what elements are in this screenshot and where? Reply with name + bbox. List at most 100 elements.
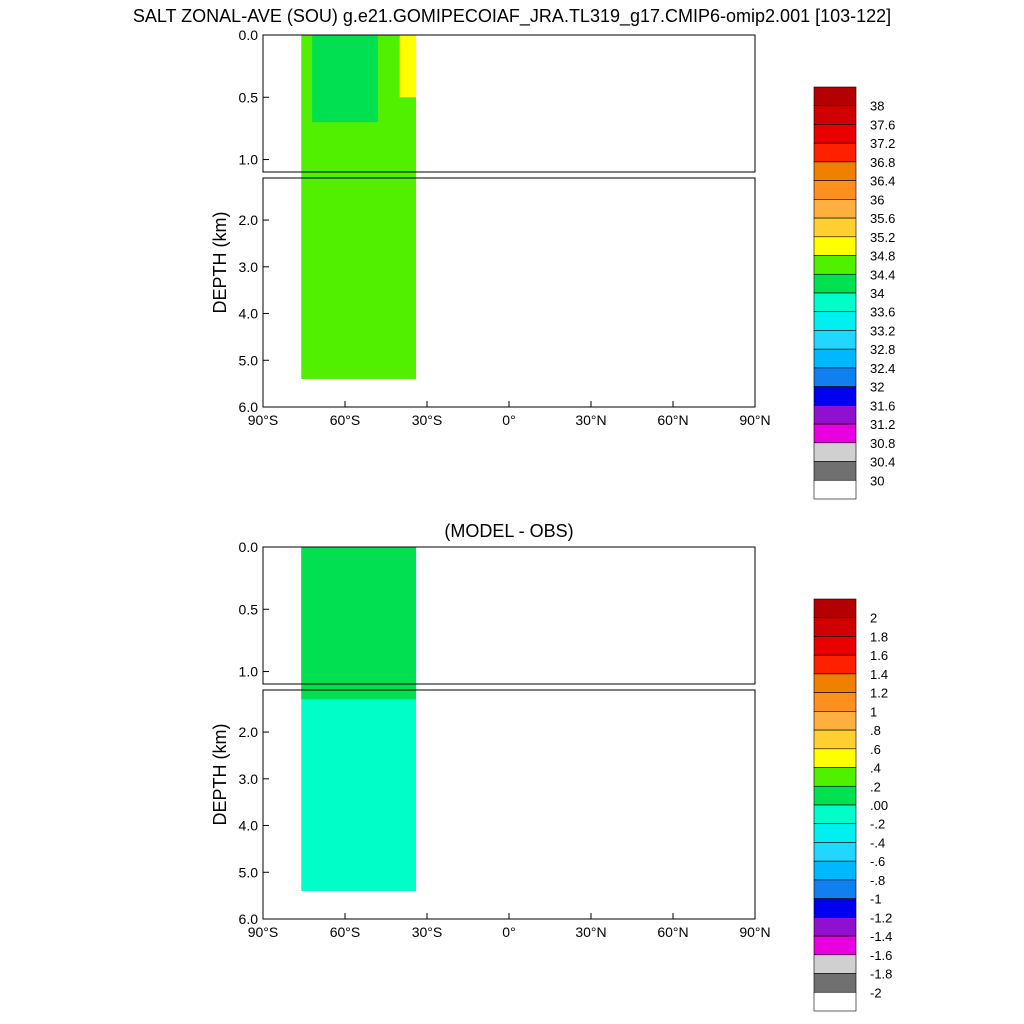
colorbar-label: 37.2 xyxy=(870,136,895,151)
colorbar-swatch xyxy=(813,729,857,750)
colorbar-label: 31.6 xyxy=(870,398,895,413)
colorbar-swatch xyxy=(813,785,857,806)
y-tick-label: 0.0 xyxy=(239,27,259,43)
x-tick-label: 90°S xyxy=(248,924,279,940)
colorbar-swatch xyxy=(813,804,857,825)
x-tick-label: 60°N xyxy=(657,412,688,428)
colorbar-swatch xyxy=(813,692,857,712)
field-0-2-upper xyxy=(399,35,417,98)
colorbar-label: 2 xyxy=(870,611,877,626)
y-tick-label: 0.5 xyxy=(239,89,259,105)
colorbar-swatch xyxy=(813,879,857,899)
colorbar-swatch xyxy=(813,673,857,693)
colorbar-swatch xyxy=(813,823,857,843)
colorbar-swatch xyxy=(813,386,857,406)
y-tick-label: 2.0 xyxy=(239,212,259,228)
colorbar-swatch xyxy=(813,917,857,937)
colorbar-label: 1 xyxy=(870,704,877,719)
colorbar-swatch xyxy=(813,954,857,974)
colorbar-swatch xyxy=(813,654,857,675)
y-tick-label: 3.0 xyxy=(239,259,259,275)
colorbar-label: 33.2 xyxy=(870,323,895,338)
colorbar-label: 33.6 xyxy=(870,305,895,320)
colorbar-label: -.6 xyxy=(870,854,885,869)
panel0-upper-frame xyxy=(262,34,756,173)
y-tick-label: 0.5 xyxy=(239,601,259,617)
colorbar-label: 34 xyxy=(870,286,884,301)
colorbar-label: 30.4 xyxy=(870,455,895,470)
colorbar-label: 31.2 xyxy=(870,417,895,432)
x-tick-label: 0° xyxy=(502,924,515,940)
y-tick-label: 1.0 xyxy=(239,664,259,680)
field-1-1-upper xyxy=(301,547,417,684)
field-0-1-upper xyxy=(312,35,378,123)
panel2-title: (MODEL - OBS) xyxy=(444,521,574,541)
colorbar-swatch xyxy=(813,842,857,862)
colorbar-label: -.4 xyxy=(870,835,885,850)
x-tick-label: 90°N xyxy=(739,412,770,428)
colorbar-label: 30.8 xyxy=(870,436,895,451)
colorbar-swatch xyxy=(813,598,857,619)
colorbar-swatch xyxy=(813,86,857,107)
y-tick-label: 4.0 xyxy=(239,306,259,322)
colorbar-label: 36.8 xyxy=(870,155,895,170)
x-tick-label: 90°N xyxy=(739,924,770,940)
x-tick-label: 30°S xyxy=(412,924,443,940)
colorbar-label: 36 xyxy=(870,192,884,207)
x-tick-label: 90°S xyxy=(248,412,279,428)
colorbar-label: 38 xyxy=(870,99,884,114)
colorbar-swatch xyxy=(813,442,857,462)
colorbar-label: -.8 xyxy=(870,873,885,888)
colorbar-swatch xyxy=(813,973,857,993)
colorbar-swatch xyxy=(813,311,857,331)
page-title: SALT ZONAL-AVE (SOU) g.e21.GOMIPECOIAF_J… xyxy=(132,6,892,26)
y-tick-label: 4.0 xyxy=(239,818,259,834)
colorbar-swatch xyxy=(813,105,857,125)
colorbar-label: .00 xyxy=(870,798,888,813)
colorbar-label: 34.8 xyxy=(870,249,895,264)
x-tick-label: 60°N xyxy=(657,924,688,940)
colorbar-label: .2 xyxy=(870,779,881,794)
colorbar-swatch xyxy=(813,161,857,181)
colorbar-swatch xyxy=(813,767,857,787)
colorbar-label: 30 xyxy=(870,473,884,488)
colorbar-label: 1.2 xyxy=(870,686,888,701)
colorbar-swatch xyxy=(813,217,857,238)
colorbar-swatch xyxy=(813,991,857,1012)
colorbar-swatch xyxy=(813,479,857,500)
colorbar-label: 32.8 xyxy=(870,342,895,357)
colorbar-label: 36.4 xyxy=(870,174,895,189)
y-tick-label: 2.0 xyxy=(239,724,259,740)
field-1-0-lower xyxy=(301,684,417,891)
colorbar-label: 35.2 xyxy=(870,230,895,245)
x-tick-label: 30°S xyxy=(412,412,443,428)
colorbar-label: 35.6 xyxy=(870,211,895,226)
colorbar-swatch xyxy=(813,292,857,313)
colorbar-swatch xyxy=(813,636,857,656)
field-0-0-lower xyxy=(301,172,417,379)
colorbar-swatch xyxy=(813,898,857,918)
colorbar-label: 1.6 xyxy=(870,648,888,663)
colorbar-swatch xyxy=(813,199,857,219)
colorbar-swatch xyxy=(813,405,857,425)
colorbar-label: 1.4 xyxy=(870,667,888,682)
colorbar-swatch xyxy=(813,711,857,731)
colorbar-swatch xyxy=(813,748,857,768)
x-tick-label: 60°S xyxy=(330,412,361,428)
colorbar-swatch xyxy=(813,617,857,637)
colorbar-label: .8 xyxy=(870,723,881,738)
colorbar-swatch xyxy=(813,348,857,369)
colorbar-label: -1.8 xyxy=(870,967,892,982)
colorbar-label: 32.4 xyxy=(870,361,895,376)
colorbar-swatch xyxy=(813,255,857,275)
colorbar-swatch xyxy=(813,180,857,200)
y-tick-label: 5.0 xyxy=(239,864,259,880)
y-tick-label: 1.0 xyxy=(239,152,259,168)
colorbar-swatch xyxy=(813,935,857,956)
chart-panels: 90°S 60°S 30°S 0° 30°N 60°N 90°N 0.0 0.5 1.0 2.0 3.… xyxy=(210,27,895,1012)
colorbar-swatch xyxy=(813,860,857,881)
colorbar-swatch xyxy=(813,236,857,256)
colorbar-label: .6 xyxy=(870,742,881,757)
colorbar-swatch xyxy=(813,423,857,444)
